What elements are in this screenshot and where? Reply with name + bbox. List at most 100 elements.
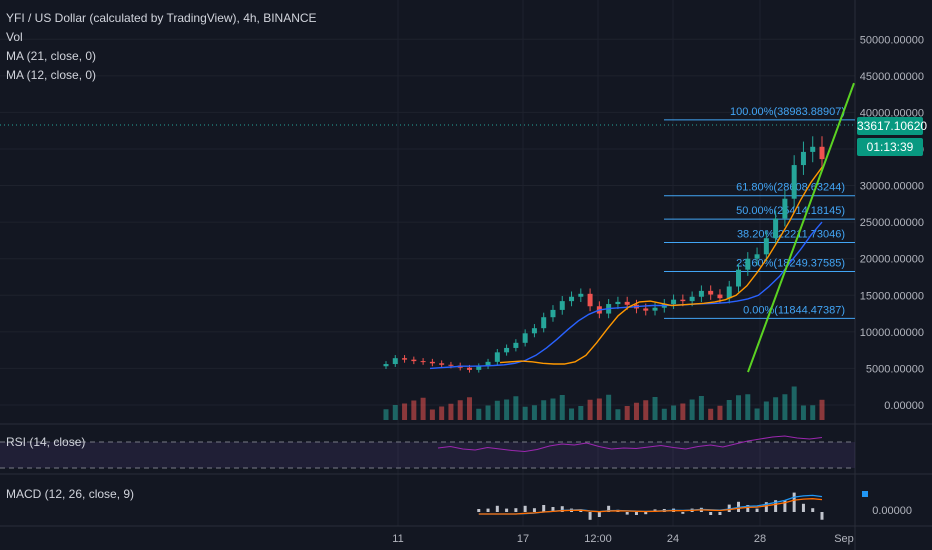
macd-histogram-bar [811,508,815,512]
macd-histogram-bar [523,505,527,512]
candle-body [624,301,630,305]
macd-histogram-bar [764,502,768,512]
macd-histogram-bar [774,500,778,512]
candle-body [782,198,788,219]
ma21-line [429,221,823,370]
macd-histogram-bar [709,512,713,515]
volume-bar [420,397,426,420]
macd-histogram-bar [514,508,518,512]
candle-body [800,151,806,166]
candle-body [717,294,723,299]
macd-pane [477,492,824,520]
macd-histogram-bar [495,505,499,512]
time-axis[interactable]: 11 17 12:00 24 28 Sep [392,533,854,545]
volume-legend[interactable]: Vol [6,30,23,44]
macd-histogram-bar [644,512,648,515]
candle-body [763,238,769,255]
candle-body [559,301,565,310]
macd-histogram-bar [477,509,481,512]
volume-bar [541,400,547,420]
fib-level-label: 0.00%(11844.47387) [743,304,845,316]
volume-bar [680,403,686,420]
volume-bar [791,386,797,420]
last-price-tag: 33617.10620 [857,117,928,135]
volume-bar [810,405,816,420]
candle-body [736,269,742,287]
volume-bar [569,408,575,420]
ma21-legend[interactable]: MA (21, close, 0) [6,49,97,63]
macd-histogram-bar [560,506,564,512]
macd-histogram-bar [551,507,555,512]
macd-histogram-bar [783,500,787,512]
price-axis[interactable]: 50000.0000045000.0000040000.0000035000.0… [860,34,924,517]
candle-body [754,254,760,259]
volume-bar [466,397,472,420]
volume-bar [763,401,769,420]
volume-bar [689,399,695,420]
volume-bar [633,402,639,420]
time-tick-label: 11 [392,533,403,545]
volume-bar [439,406,445,420]
price-tick-label: 40000.00000 [860,107,924,119]
time-tick-label: 12:00 [584,533,612,545]
macd-histogram-bar [820,512,824,520]
volume-bar [596,398,602,420]
candle-body [439,363,445,365]
volume-bar [485,405,491,420]
volume-bar [522,406,528,420]
macd-histogram-bar [718,512,722,515]
volume-bar [476,408,482,420]
candle-body [587,293,593,307]
trend-line[interactable] [747,82,855,373]
candle-body [569,296,575,302]
volume-bar [754,408,760,420]
price-tick-label: 30000.00000 [860,181,924,193]
volume-bar [411,400,417,420]
macd-histogram-bar [792,492,796,512]
time-tick-label: 28 [754,533,766,545]
volume-bar [661,408,667,420]
candle-body [522,333,528,343]
candle-body [726,286,732,299]
volume-bar [671,405,677,420]
macd-histogram-bar [505,508,509,512]
bar-countdown-tag: 01:13:39 [857,138,923,156]
volume-bar [615,409,621,420]
price-tick-label: 0.00000 [884,400,924,412]
candle-body [411,359,417,362]
candle-body [680,299,686,302]
candle-body [383,364,389,367]
candle-body [578,293,584,297]
volume-bar [782,394,788,420]
chart-grid [0,0,855,526]
macd-histogram-bar [801,503,805,512]
macd-legend[interactable]: MACD (12, 26, close, 9) [6,487,135,501]
volume-bar [819,399,825,420]
price-tick-label: 10000.00000 [860,327,924,339]
candle-body [671,299,677,305]
macd-histogram-bar [486,508,490,512]
chart-title[interactable]: YFI / US Dollar (calculated by TradingVi… [6,11,317,25]
rsi-line [437,435,823,453]
macd-axis-marker [862,491,868,497]
candles[interactable] [383,136,825,373]
volume-bar [773,397,779,420]
candle-body [448,364,454,366]
ma12-legend[interactable]: MA (12, close, 0) [6,68,97,82]
candle-body [689,296,695,302]
volume-bar [578,406,584,420]
volume-bars [383,386,825,420]
volume-bar [708,408,714,420]
volume-bar [745,394,751,420]
candle-body [615,301,621,305]
candle-body [819,146,825,160]
macd-histogram-bar [634,512,638,515]
price-tick-label: 5000.00000 [866,363,924,375]
fibonacci-retracement[interactable]: 100.00%(38983.88907) 61.80%(28608.63244) 5… [664,106,855,319]
rsi-legend[interactable]: RSI (14, close) [6,435,86,449]
candle-body [531,328,537,334]
price-tick-label: 50000.00000 [860,34,924,46]
candle-body [652,307,658,311]
volume-bar [494,400,500,420]
